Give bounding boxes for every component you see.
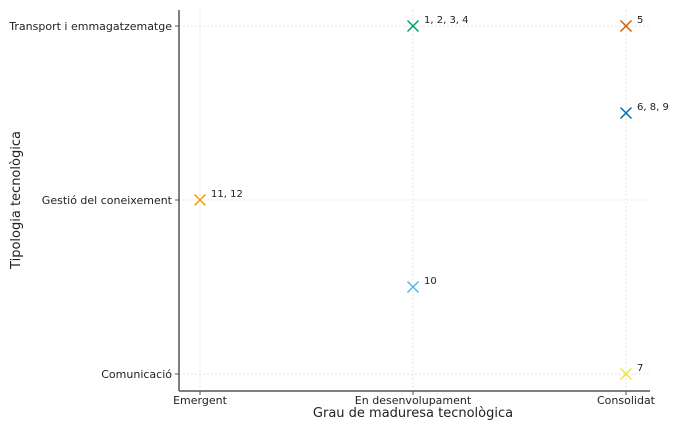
points: 1, 2, 3, 4 5 6, 8, 9 11, 12 10 7	[193, 15, 669, 381]
y-tick-label: Comunicació	[101, 368, 172, 381]
point-label: 1, 2, 3, 4	[424, 15, 469, 26]
x-marker	[619, 106, 633, 120]
x-axis-label: Grau de maduresa tecnològica	[313, 406, 513, 421]
point-label: 10	[424, 276, 437, 287]
point-label: 6, 8, 9	[637, 102, 669, 113]
point-label: 5	[637, 15, 643, 26]
x-ticks: Emergent En desenvolupament Consolidat	[173, 391, 656, 407]
x-marker	[406, 19, 420, 33]
point-label: 11, 12	[211, 189, 243, 200]
x-marker	[406, 280, 420, 294]
grid	[179, 10, 650, 391]
y-axis-label: Tipologia tecnològica	[9, 131, 24, 270]
x-tick-label: Consolidat	[597, 394, 656, 407]
data-point: 11, 12	[193, 189, 243, 207]
x-marker	[193, 193, 207, 207]
x-marker	[619, 19, 633, 33]
data-point: 5	[619, 15, 643, 33]
data-point: 7	[619, 363, 643, 381]
point-label: 7	[637, 363, 643, 374]
data-point: 1, 2, 3, 4	[406, 15, 469, 33]
data-point: 10	[406, 276, 437, 294]
x-tick-label: Emergent	[173, 394, 227, 407]
y-tick-label: Gestió del coneixement	[42, 194, 173, 207]
x-marker	[619, 367, 633, 381]
data-point: 6, 8, 9	[619, 102, 669, 120]
y-ticks: Comunicació Gestió del coneixement Transpo…	[8, 20, 179, 381]
x-tick-label: En desenvolupament	[355, 394, 472, 407]
y-tick-label: Transport i emmagatzematge	[8, 20, 172, 33]
